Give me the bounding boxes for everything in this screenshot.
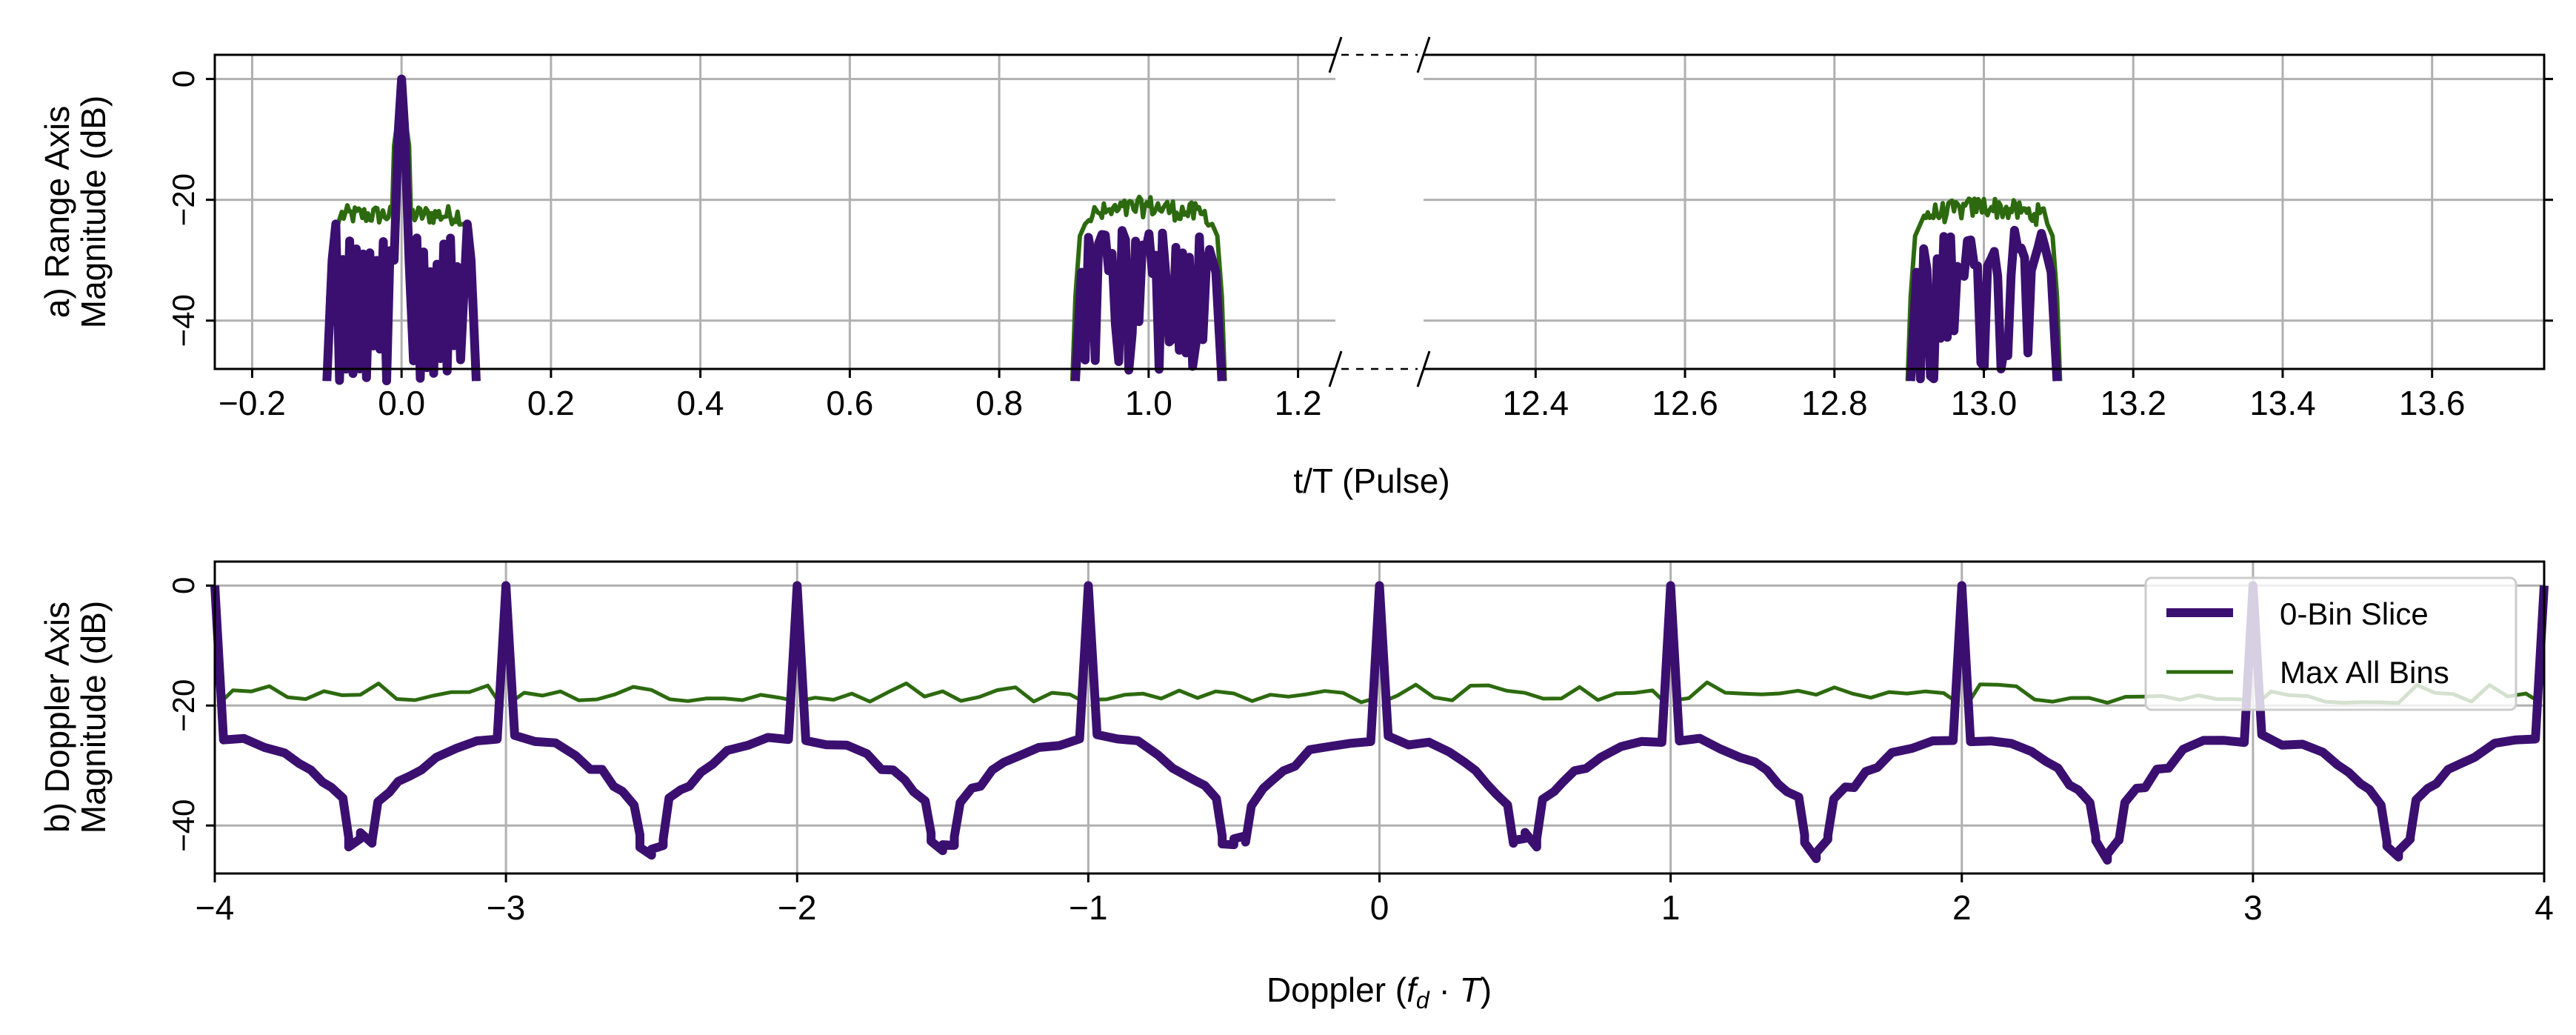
doppler-xtick-label: −3 <box>487 888 525 927</box>
range-ytick-label: 0 <box>166 70 201 87</box>
range-xtick-label: 13.6 <box>2399 384 2466 422</box>
legend: 0-Bin Slice Max All Bins <box>2144 576 2517 711</box>
range-slice-line <box>1906 225 2062 384</box>
range-xtick-label: 0.0 <box>378 384 425 422</box>
range-max-line <box>1905 196 2063 382</box>
doppler-xtick-label: −1 <box>1069 888 1107 927</box>
legend-slice-label: 0-Bin Slice <box>2280 596 2429 631</box>
doppler-panel: −4 −3 −2 −1 0 1 2 3 4 0 −20 −40 0-Bin Slice Max All… <box>38 560 2554 1014</box>
doppler-xlabel-T: T <box>1460 971 1483 1009</box>
doppler-xtick-label: 1 <box>1661 888 1681 927</box>
doppler-xtick-label: 3 <box>2243 888 2263 927</box>
doppler-ticks: −4 −3 −2 −1 0 1 2 3 4 0 −20 −40 <box>166 577 2554 927</box>
range-xtick-label: 1.2 <box>1275 384 1322 422</box>
legend-max-label: Max All Bins <box>2280 655 2449 690</box>
range-panel-label: a) Range Axis <box>38 106 76 318</box>
range-gridlines <box>215 55 2544 369</box>
doppler-ytick-label: −40 <box>166 799 201 852</box>
doppler-xlabel-sub: d <box>1416 987 1430 1014</box>
range-xtick-label: 13.0 <box>1951 384 2018 422</box>
range-xtick-label: 0.2 <box>527 384 575 422</box>
range-max-line <box>1070 194 1227 382</box>
range-panel: −0.2 0.0 0.2 0.4 0.6 0.8 1.0 1.2 12.4 12.6 12.8 13.… <box>38 36 2553 500</box>
doppler-ylabel: Magnitude (dB) <box>74 601 113 834</box>
range-slice-line <box>1071 226 1227 382</box>
range-ytick-label: −40 <box>166 294 201 347</box>
range-xtick-label: 12.4 <box>1503 384 1569 422</box>
doppler-ytick-label: −20 <box>166 679 201 732</box>
legend-box <box>2144 576 2517 711</box>
doppler-xtick-label: 4 <box>2535 888 2554 927</box>
doppler-slice-line <box>210 581 2549 865</box>
range-xtick-label: 0.6 <box>826 384 873 422</box>
doppler-xtick-label: 2 <box>1952 888 1972 927</box>
range-ylabel: Magnitude (dB) <box>74 96 113 329</box>
range-xtick-label: 0.4 <box>677 384 724 422</box>
doppler-xlabel-prefix: Doppler ( <box>1267 971 1407 1009</box>
doppler-xlabel: Doppler (fd · T) <box>1267 971 1492 1014</box>
doppler-panel-label: b) Doppler Axis <box>38 602 76 833</box>
doppler-ytick-label: 0 <box>166 577 201 594</box>
doppler-xtick-label: −4 <box>196 888 234 927</box>
range-xtick-label: 13.2 <box>2100 384 2166 422</box>
axis-break-marks <box>1328 36 1431 387</box>
range-xtick-label: 0.8 <box>975 384 1023 422</box>
range-xtick-label: 12.6 <box>1652 384 1718 422</box>
doppler-xlabel-dot: · <box>1429 971 1460 1009</box>
range-xtick-label: −0.2 <box>218 384 286 422</box>
doppler-xtick-label: −2 <box>778 888 816 927</box>
doppler-xtick-label: 0 <box>1370 888 1389 927</box>
range-xtick-label: 13.4 <box>2249 384 2316 422</box>
doppler-xlabel-var: f <box>1407 971 1419 1009</box>
doppler-xlabel-suffix: ) <box>1481 971 1492 1009</box>
range-xtick-label: 1.0 <box>1125 384 1172 422</box>
range-xtick-label: 12.8 <box>1801 384 1868 422</box>
range-ticks: −0.2 0.0 0.2 0.4 0.6 0.8 1.0 1.2 12.4 12.6 12.8 13.… <box>166 70 2553 422</box>
range-series-lines <box>322 74 2063 385</box>
range-ytick-label: −20 <box>166 173 201 226</box>
range-xlabel: t/T (Pulse) <box>1293 462 1449 500</box>
range-slice-line <box>322 74 481 385</box>
